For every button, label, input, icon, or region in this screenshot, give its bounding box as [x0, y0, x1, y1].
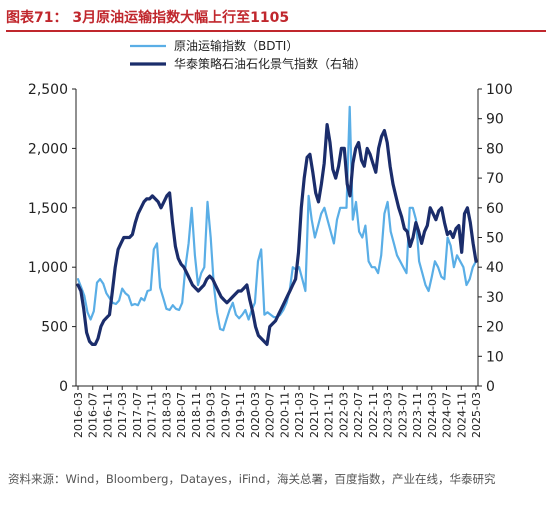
- x-tick-label: 2021-11: [323, 392, 336, 438]
- y-right-tick-label: 80: [486, 141, 504, 157]
- x-tick-label: 2020-11: [278, 392, 291, 438]
- x-tick-label: 2022-03: [337, 392, 350, 438]
- x-tick-label: 2021-07: [308, 392, 321, 438]
- x-tick-label: 2024-07: [441, 392, 454, 438]
- y-right-tick-label: 40: [486, 260, 504, 276]
- y-left-tick-label: 1,000: [28, 260, 68, 276]
- x-tick-label: 2019-11: [234, 392, 247, 438]
- y-right-tick-label: 50: [486, 231, 504, 247]
- legend-label: 原油运输指数（BDTI）: [174, 38, 298, 53]
- x-tick-label: 2021-03: [293, 392, 306, 438]
- x-tick-label: 2018-07: [175, 392, 188, 438]
- x-tick-label: 2019-07: [219, 392, 232, 438]
- x-tick-label: 2016-03: [72, 392, 85, 438]
- y-right-tick-label: 90: [486, 112, 504, 128]
- y-left-tick-label: 1,500: [28, 201, 68, 217]
- y-left-tick-label: 2,000: [28, 141, 68, 157]
- y-right-tick-label: 0: [486, 379, 495, 395]
- x-tick-label: 2023-11: [411, 392, 424, 438]
- x-tick-label: 2018-03: [160, 392, 173, 438]
- series-line-index: [76, 122, 478, 346]
- y-right-tick-label: 30: [486, 290, 504, 306]
- x-tick-label: 2022-11: [367, 392, 380, 438]
- y-left-tick-label: 500: [41, 320, 68, 336]
- y-right-tick-label: 70: [486, 171, 504, 187]
- x-tick-label: 2016-07: [87, 392, 100, 438]
- x-tick-label: 2025-03: [470, 392, 483, 438]
- y-left-tick-label: 2,500: [28, 82, 68, 98]
- title-bar: 图表71： 3月原油运输指数大幅上行至1105: [6, 4, 546, 32]
- chart-title: 图表71： 3月原油运输指数大幅上行至1105: [6, 10, 290, 26]
- x-tick-label: 2019-03: [205, 392, 218, 438]
- x-tick-label: 2017-07: [131, 392, 144, 438]
- x-tick-label: 2023-03: [382, 392, 395, 438]
- x-tick-label: 2018-11: [190, 392, 203, 438]
- x-tick-label: 2020-07: [264, 392, 277, 438]
- y-right-tick-label: 10: [486, 349, 504, 365]
- source-note: 资料来源：Wind，Bloomberg，Datayes，iFind，海关总署，百…: [8, 472, 496, 486]
- x-tick-label: 2020-03: [249, 392, 262, 438]
- x-tick-label: 2024-11: [455, 392, 468, 438]
- line-chart: 0 500 1,000 1,500 2,000 2,500 0 10 20 30 40 50 60 70 8…: [28, 38, 513, 438]
- y-right-tick-label: 100: [486, 82, 513, 98]
- y-right-tick-label: 20: [486, 320, 504, 336]
- y-right-tick-label: 60: [486, 201, 504, 217]
- x-tick-label: 2022-07: [352, 392, 365, 438]
- x-tick-label: 2024-03: [426, 392, 439, 438]
- x-tick-label: 2017-11: [146, 392, 159, 438]
- x-tick-label: 2023-07: [396, 392, 409, 438]
- x-tick-label: 2016-11: [101, 392, 114, 438]
- y-left-tick-label: 0: [59, 379, 68, 395]
- x-tick-label: 2017-03: [116, 392, 129, 438]
- legend-label: 华泰策略石油石化景气指数（右轴）: [174, 56, 366, 71]
